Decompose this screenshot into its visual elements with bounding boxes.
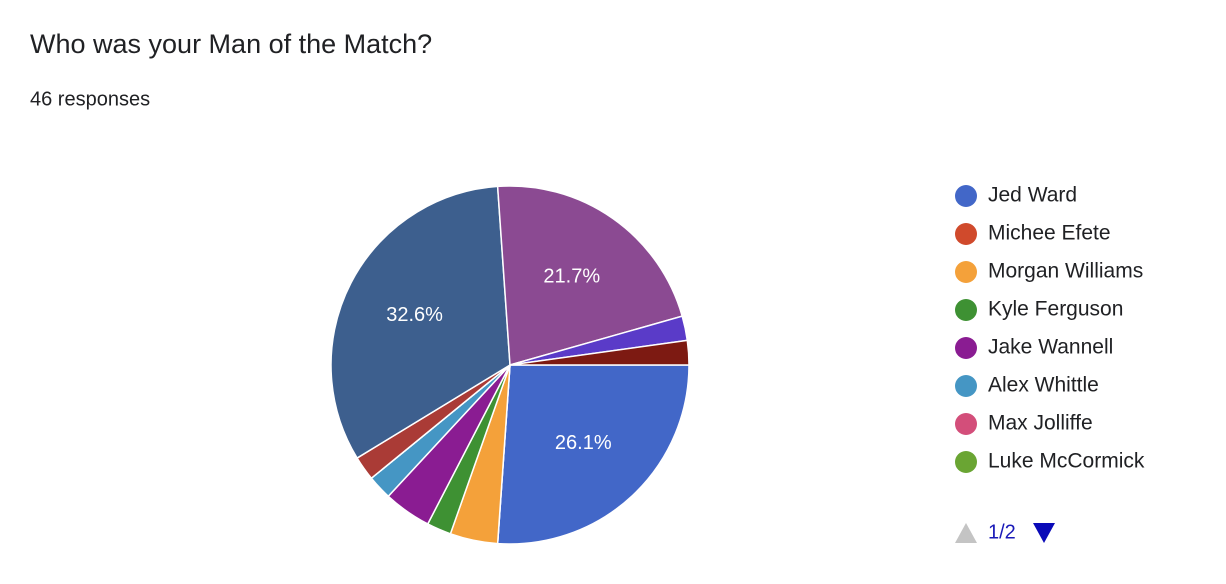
pie-slice xyxy=(496,185,684,366)
legend-marker xyxy=(955,261,977,283)
legend-marker xyxy=(955,185,977,207)
legend-marker xyxy=(955,223,977,245)
legend-label: Jake Wannell xyxy=(988,336,1113,359)
legend-label: Jed Ward xyxy=(988,184,1077,207)
legend-label: Michee Efete xyxy=(988,222,1111,245)
legend-prev-page[interactable] xyxy=(955,523,977,543)
legend-marker xyxy=(955,413,977,435)
pie-slice xyxy=(509,339,690,366)
legend-label: Morgan Williams xyxy=(988,260,1143,283)
legend-marker xyxy=(955,375,977,397)
legend-next-page[interactable] xyxy=(1033,523,1055,543)
legend-marker xyxy=(955,299,977,321)
legend-label: Max Jolliffe xyxy=(988,412,1093,435)
response-count: 46 responses xyxy=(30,88,150,110)
legend-label: Kyle Ferguson xyxy=(988,298,1123,321)
legend-label: Luke McCormick xyxy=(988,450,1145,473)
pie: 26.1% 32.6% 21.7% xyxy=(330,185,690,545)
slice-label: 32.6% xyxy=(386,304,443,326)
slice-label: 21.7% xyxy=(543,265,600,287)
legend-label: Alex Whittle xyxy=(988,374,1099,397)
pie-slice xyxy=(496,364,690,545)
legend: Jed Ward Michee Efete Morgan Williams Kyle … xyxy=(955,184,1145,473)
legend-marker xyxy=(955,451,977,473)
legend-page: 1/2 xyxy=(988,521,1016,543)
legend-marker xyxy=(955,337,977,359)
chart-title: Who was your Man of the Match? xyxy=(30,29,432,59)
slice-label: 26.1% xyxy=(555,432,612,454)
pie-slice xyxy=(330,185,511,460)
